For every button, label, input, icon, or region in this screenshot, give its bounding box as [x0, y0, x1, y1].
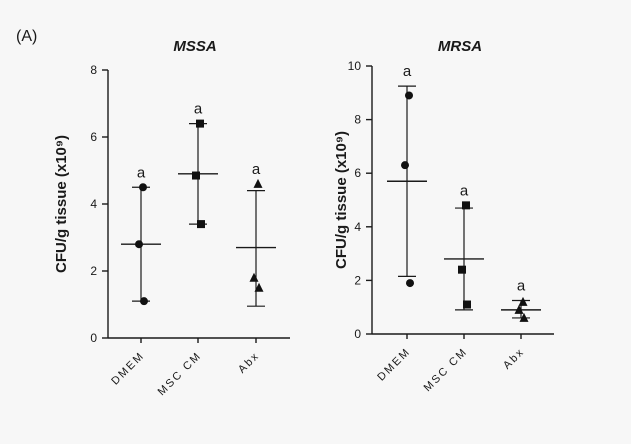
y-tick-label: 8	[354, 113, 361, 127]
y-tick-label: 6	[90, 130, 97, 144]
data-point	[197, 220, 205, 229]
data-point	[406, 279, 414, 288]
y-tick-label: 0	[354, 327, 361, 341]
data-point	[518, 296, 528, 306]
charts: MSSA 0 2 4 6 8 CFU/g tissue (x10⁹) DMEM a MSC CM a…	[53, 38, 554, 398]
chart-title: MRSA	[438, 38, 482, 55]
significance-label: a	[137, 164, 146, 181]
significance-label: a	[403, 63, 412, 80]
x-tick-label: MSC CM	[422, 346, 471, 395]
y-axis-label: CFU/g tissue (x10⁹)	[53, 135, 70, 273]
chart-mrsa: MRSA 0 2 4 6 8 10 CFU/g tissue (x10⁹) DMEM a MSC C…	[333, 38, 554, 394]
y-tick-label: 2	[90, 264, 97, 278]
data-point	[135, 240, 143, 249]
panel-label: (A)	[16, 28, 37, 45]
data-point	[139, 183, 147, 192]
y-tick-label: 0	[90, 331, 97, 345]
x-tick-label: DMEM	[109, 350, 147, 388]
data-point	[405, 91, 413, 100]
x-tick-label: Abx	[236, 350, 262, 376]
y-tick-label: 6	[354, 166, 361, 180]
significance-label: a	[194, 101, 203, 118]
chart-title: MSSA	[173, 38, 216, 55]
data-point	[401, 161, 409, 170]
data-point	[253, 178, 263, 188]
data-point	[192, 171, 200, 180]
data-point	[196, 119, 204, 128]
data-point	[458, 265, 466, 274]
y-tick-label: 4	[90, 197, 97, 211]
y-tick-label: 8	[90, 63, 97, 77]
data-point	[462, 201, 470, 210]
x-tick-label: MSC CM	[156, 350, 205, 399]
data-point	[140, 297, 148, 306]
y-tick-label: 2	[354, 273, 361, 287]
y-axis-label: CFU/g tissue (x10⁹)	[333, 131, 350, 269]
data-point	[519, 312, 529, 322]
data-point	[249, 272, 259, 282]
y-tick-label: 10	[348, 59, 362, 73]
x-tick-label: DMEM	[375, 346, 413, 384]
data-point	[463, 300, 471, 309]
data-point	[254, 282, 264, 292]
significance-label: a	[460, 182, 469, 199]
data-point	[514, 304, 524, 314]
significance-label: a	[517, 278, 526, 295]
significance-label: a	[252, 161, 261, 178]
x-tick-label: Abx	[501, 346, 527, 372]
y-tick-label: 4	[354, 220, 361, 234]
chart-mssa: MSSA 0 2 4 6 8 CFU/g tissue (x10⁹) DMEM a MSC CM a…	[53, 38, 290, 398]
